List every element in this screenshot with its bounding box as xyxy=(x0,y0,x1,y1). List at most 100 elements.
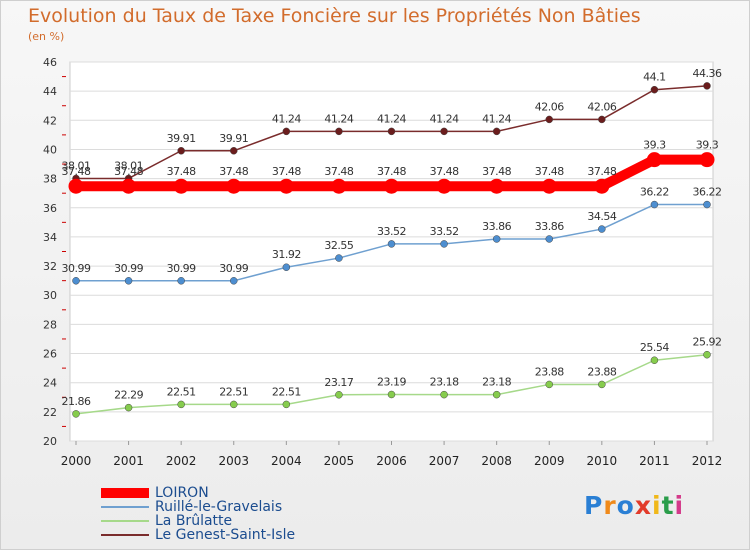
x-tick-label: 2007 xyxy=(429,454,460,468)
data-label-3: 41.24 xyxy=(272,112,301,125)
data-label-3: 41.24 xyxy=(324,112,353,125)
data-label-3: 41.24 xyxy=(482,112,511,125)
y-tick-label: 40 xyxy=(43,143,57,156)
x-tick-label: 2002 xyxy=(166,454,197,468)
legend: LOIRON Ruillé-le-Gravelais La Brûlatte Le G… xyxy=(101,486,295,542)
data-label-1: 30.99 xyxy=(167,262,196,275)
data-label-0: 39.3 xyxy=(696,139,719,152)
data-label-0: 37.48 xyxy=(324,165,353,178)
y-tick-label: 34 xyxy=(43,231,57,244)
data-label-3: 42.06 xyxy=(587,100,616,113)
data-point-0 xyxy=(436,178,452,194)
y-tick-label: 20 xyxy=(43,435,57,448)
data-point-3 xyxy=(335,127,343,136)
data-point-1 xyxy=(440,240,448,248)
x-tick-label: 2004 xyxy=(271,454,302,468)
data-label-0: 37.48 xyxy=(587,165,616,178)
data-label-1: 36.22 xyxy=(640,186,669,199)
data-label-1: 36.22 xyxy=(693,186,722,199)
y-tick-label: 32 xyxy=(43,260,57,273)
data-point-1 xyxy=(230,277,238,285)
data-label-2: 23.17 xyxy=(324,376,353,389)
data-point-0 xyxy=(646,152,662,168)
legend-label: Ruillé-le-Gravelais xyxy=(155,499,283,515)
data-label-3: 38.01 xyxy=(114,159,143,172)
data-point-1 xyxy=(545,235,553,243)
data-point-2 xyxy=(177,400,185,409)
data-label-3: 44.1 xyxy=(643,71,666,84)
y-tick-label: 28 xyxy=(43,318,57,331)
data-label-1: 34.54 xyxy=(587,210,616,223)
data-point-0 xyxy=(278,178,294,194)
data-label-1: 30.99 xyxy=(114,262,143,275)
data-point-0 xyxy=(226,178,242,194)
data-label-1: 32.55 xyxy=(324,239,353,252)
data-point-1 xyxy=(124,277,133,285)
data-label-3: 38.01 xyxy=(62,159,91,172)
data-label-1: 33.86 xyxy=(535,220,564,233)
data-point-2 xyxy=(440,390,448,399)
data-label-1: 31.92 xyxy=(272,248,301,261)
y-tick-label: 36 xyxy=(43,202,57,215)
data-point-0 xyxy=(68,178,84,194)
data-label-2: 25.54 xyxy=(640,341,669,354)
legend-item: Ruillé-le-Gravelais xyxy=(101,500,295,514)
data-point-0 xyxy=(331,178,347,194)
y-axis-unit-label: (en %) xyxy=(28,30,65,43)
y-tick-label: 46 xyxy=(43,56,57,69)
data-point-2 xyxy=(492,390,501,399)
data-label-2: 23.18 xyxy=(482,376,511,389)
data-point-1 xyxy=(598,225,606,233)
data-point-2 xyxy=(124,403,133,412)
data-label-3: 39.91 xyxy=(219,132,248,145)
data-label-1: 30.99 xyxy=(62,262,91,275)
data-point-3 xyxy=(387,127,396,136)
data-label-3: 42.06 xyxy=(535,100,564,113)
data-point-2 xyxy=(72,410,80,418)
data-label-1: 33.86 xyxy=(482,220,511,233)
x-tick-label: 2001 xyxy=(113,454,144,468)
data-label-0: 37.48 xyxy=(167,165,196,178)
data-point-2 xyxy=(387,390,396,399)
data-label-0: 37.48 xyxy=(219,165,248,178)
data-point-3 xyxy=(545,115,553,124)
y-tick-label: 38 xyxy=(43,173,57,186)
legend-swatch xyxy=(101,506,149,508)
data-label-0: 37.48 xyxy=(377,165,406,178)
legend-label: La Brûlatte xyxy=(155,513,233,529)
data-point-0 xyxy=(594,178,610,194)
legend-label: Le Genest-Saint-Isle xyxy=(155,527,296,543)
data-point-1 xyxy=(492,235,501,243)
x-tick-label: 2008 xyxy=(481,454,512,468)
data-point-3 xyxy=(650,85,659,94)
data-label-2: 22.51 xyxy=(272,385,301,398)
data-label-2: 23.18 xyxy=(430,376,459,389)
y-tick-label: 44 xyxy=(43,85,57,98)
y-tick-label: 26 xyxy=(43,348,57,361)
data-label-2: 23.19 xyxy=(377,375,406,388)
legend-item: La Brûlatte xyxy=(101,514,295,528)
data-label-3: 41.24 xyxy=(377,112,406,125)
data-point-1 xyxy=(282,263,291,271)
data-label-0: 37.48 xyxy=(272,165,301,178)
data-point-3 xyxy=(230,147,238,155)
data-label-0: 37.48 xyxy=(62,165,91,178)
data-point-2 xyxy=(545,380,553,389)
data-point-1 xyxy=(177,277,185,285)
data-point-0 xyxy=(489,178,505,194)
x-tick-label: 2009 xyxy=(534,454,565,468)
data-point-0 xyxy=(541,178,557,194)
data-point-3 xyxy=(440,127,448,136)
data-point-3 xyxy=(703,82,711,90)
data-point-0 xyxy=(384,178,399,194)
y-tick-label: 30 xyxy=(43,289,57,302)
data-point-2 xyxy=(282,400,291,409)
data-label-2: 23.88 xyxy=(535,365,564,378)
data-label-0: 39.3 xyxy=(643,139,666,152)
data-point-3 xyxy=(492,127,501,136)
x-tick-label: 2005 xyxy=(324,454,355,468)
data-label-2: 22.51 xyxy=(219,385,248,398)
data-label-2: 21.86 xyxy=(62,395,91,408)
